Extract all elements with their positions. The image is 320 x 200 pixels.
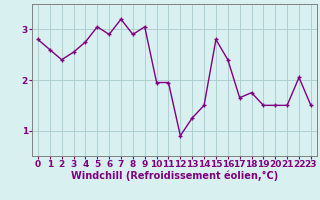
X-axis label: Windchill (Refroidissement éolien,°C): Windchill (Refroidissement éolien,°C) bbox=[71, 171, 278, 181]
